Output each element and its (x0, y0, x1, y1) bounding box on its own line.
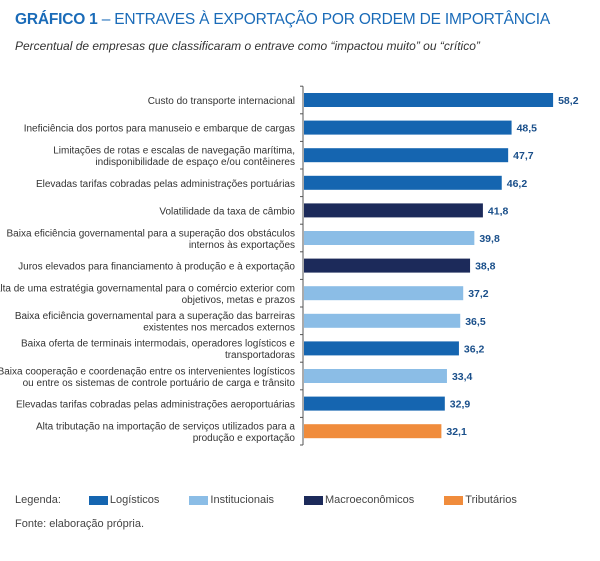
category-label: Elevadas tarifas cobradas pelas administ… (36, 179, 295, 190)
bar-chart: 58,2 Custo do transporte internacional 48,… (0, 85, 579, 446)
legend-swatch (304, 495, 324, 505)
category-label: Baixa eficiência governamental para a su… (15, 311, 295, 322)
legend-label: Tributários (465, 494, 517, 506)
chart-title-bold: GRÁFICO 1 (15, 11, 98, 28)
data-label: 32,9 (450, 399, 471, 411)
legend-swatch (444, 495, 464, 505)
data-label: 33,4 (452, 371, 473, 383)
source-note: Fonte: elaboração própria. (15, 518, 145, 530)
data-label: 36,5 (465, 316, 486, 328)
category-label: Custo do transporte internacional (148, 96, 295, 107)
bar (304, 148, 509, 163)
chart-title-rest: – ENTRAVES À EXPORTAÇÃO POR ORDEM DE IMP… (97, 11, 551, 28)
bar (304, 175, 502, 190)
data-label: 36,2 (464, 343, 485, 355)
category-label: objetivos, metas e prazos (182, 295, 295, 306)
legend-item: Macroeconômicos (304, 494, 414, 506)
category-label: Juros elevados para financiamento à prod… (18, 262, 295, 273)
legend-item: Institucionais (189, 494, 274, 506)
bar (304, 231, 475, 245)
category-label: Limitações de rotas e escalas de navegaç… (53, 145, 295, 156)
category-label: existentes nos mercados externos (143, 323, 295, 334)
data-label: 48,5 (517, 123, 538, 135)
bar (304, 369, 447, 383)
category-label: Baixa oferta de terminais intermodais, o… (21, 339, 295, 350)
bar (304, 396, 445, 411)
bar (304, 341, 459, 356)
data-label: 39,8 (479, 233, 500, 245)
category-label: transportadoras (225, 350, 295, 361)
category-label: Baixa cooperação e coordenação entre os … (0, 366, 295, 377)
category-label: Falta de uma estratégia governamental pa… (0, 283, 295, 294)
legend-item: Tributários (444, 494, 517, 506)
category-label: internos às exportações (189, 240, 295, 251)
legend-swatch (88, 495, 108, 505)
category-label: indisponibilidade de espaço e/ou contêin… (95, 157, 295, 168)
category-label: ou entre os sistemas de controle portuár… (23, 378, 296, 389)
bar (304, 286, 464, 301)
category-label: Volatilidade da taxa de câmbio (159, 206, 295, 217)
legend: Legenda: Logísticos Institucionais Macroec… (15, 494, 547, 506)
bar (304, 424, 442, 439)
bar (304, 93, 554, 107)
category-label: Ineficiência dos portos para manuseio e … (24, 124, 295, 135)
bar (304, 203, 483, 218)
category-label: produção e exportação (193, 433, 296, 444)
legend-title: Legenda: (15, 494, 61, 506)
chart-title: GRÁFICO 1 – ENTRAVES À EXPORTAÇÃO POR OR… (15, 11, 550, 29)
data-label: 32,1 (446, 426, 467, 438)
bar (304, 120, 512, 135)
legend-label: Logísticos (109, 494, 160, 506)
legend-label: Macroeconômicos (325, 494, 415, 506)
bar (304, 258, 471, 273)
category-label: Alta tributação na importação de serviço… (36, 421, 295, 432)
data-label: 58,2 (558, 95, 579, 107)
data-label: 41,8 (488, 205, 509, 217)
legend-label: Institucionais (210, 494, 275, 506)
legend-swatch (189, 495, 209, 505)
category-label: Elevadas tarifas cobradas pelas administ… (16, 400, 295, 411)
bar (304, 313, 461, 328)
legend-item: Logísticos (88, 494, 160, 506)
data-label: 47,7 (513, 150, 534, 162)
data-label: 37,2 (468, 288, 489, 300)
category-label: Baixa eficiência governamental para a su… (6, 228, 295, 239)
chart-subtitle: Percentual de empresas que classificaram… (15, 39, 480, 53)
data-label: 46,2 (507, 178, 528, 190)
data-label: 38,8 (475, 261, 496, 273)
